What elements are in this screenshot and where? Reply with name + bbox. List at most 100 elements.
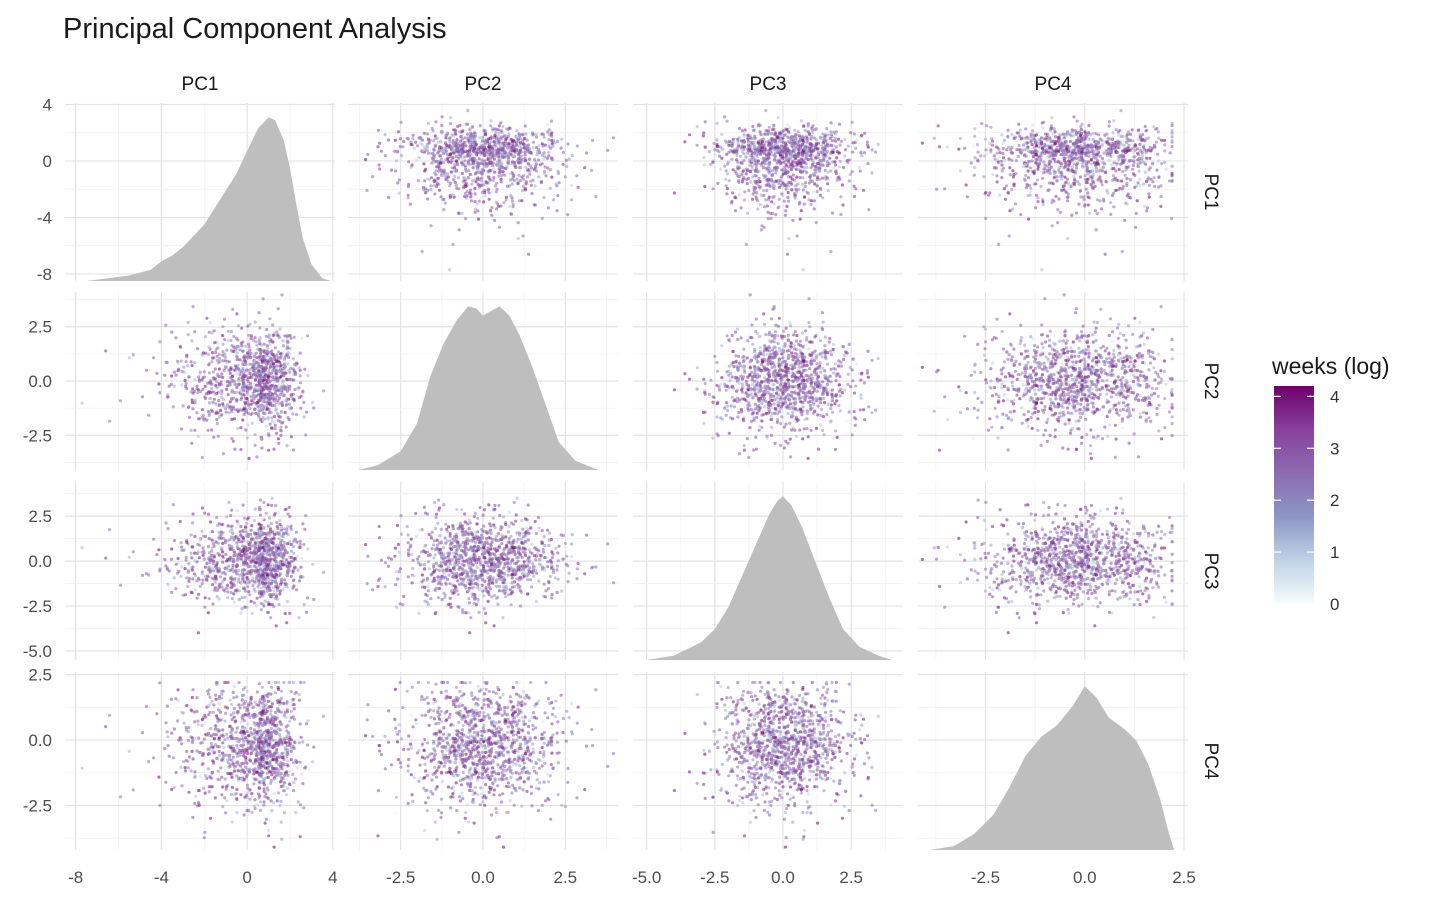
scatter-point: [1074, 166, 1079, 170]
scatter-point: [472, 143, 476, 147]
scatter-point: [734, 148, 738, 152]
scatter-point: [772, 180, 776, 184]
scatter-point: [826, 189, 830, 193]
scatter-point: [996, 160, 1000, 164]
scatter-point: [518, 144, 522, 148]
scatter-point: [241, 359, 245, 363]
scatter-point: [1000, 167, 1004, 171]
scatter-point: [754, 195, 758, 199]
scatter-point: [769, 362, 773, 366]
scatter-point: [487, 142, 491, 146]
scatter-point: [1036, 165, 1040, 169]
scatter-point: [785, 157, 789, 161]
scatter-point: [758, 203, 762, 207]
scatter-point: [1008, 166, 1012, 170]
scatter-point: [964, 183, 968, 187]
scatter-point: [461, 180, 465, 184]
scatter-point: [776, 417, 780, 422]
scatter-point: [764, 109, 768, 113]
scatter-point: [831, 410, 835, 414]
scatter-point: [832, 166, 836, 170]
scatter-point: [1091, 137, 1095, 141]
scatter-point: [867, 208, 871, 212]
scatter-point: [371, 175, 375, 179]
scatter-point: [1039, 136, 1044, 140]
scatter-point: [280, 403, 284, 407]
scatter-point: [199, 389, 203, 393]
scatter-point: [261, 398, 265, 402]
scatter-point: [1036, 158, 1040, 162]
scatter-point: [547, 150, 551, 154]
scatter-point: [747, 188, 751, 193]
scatter-point: [1143, 139, 1147, 143]
scatter-point: [1163, 143, 1167, 147]
scatter-point: [509, 212, 514, 216]
scatter-point: [523, 124, 527, 128]
scatter-point: [785, 252, 790, 256]
scatter-point: [759, 228, 764, 232]
scatter-point: [809, 157, 813, 161]
scatter-point: [814, 143, 819, 147]
scatter-point: [164, 360, 168, 364]
scatter-point: [744, 172, 748, 176]
scatter-point: [752, 140, 756, 144]
scatter-point: [870, 358, 874, 362]
scatter-point: [243, 359, 248, 364]
scatter-point: [426, 188, 430, 193]
scatter-point: [800, 150, 804, 154]
scatter-point: [426, 121, 430, 125]
scatter-point: [291, 412, 295, 416]
scatter-point: [428, 151, 432, 155]
scatter-point: [451, 139, 455, 143]
scatter-point: [425, 145, 429, 149]
scatter-point: [741, 169, 745, 173]
scatter-point: [1163, 149, 1167, 153]
scatter-point: [230, 417, 234, 421]
scatter-point: [1002, 187, 1007, 191]
scatter-point: [235, 372, 239, 376]
scatter-point: [786, 190, 790, 195]
scatter-point: [1031, 129, 1035, 133]
scatter-point: [298, 351, 302, 355]
scatter-point: [703, 184, 707, 189]
scatter-point: [1084, 187, 1088, 191]
scatter-point: [1131, 167, 1135, 171]
scatter-point: [767, 183, 771, 187]
scatter-point: [170, 374, 174, 378]
scatter-point: [1120, 152, 1124, 156]
scatter-point: [1056, 221, 1060, 225]
scatter-point: [236, 366, 240, 370]
scatter-point: [769, 433, 774, 437]
scatter-point: [221, 350, 225, 354]
scatter-point: [606, 148, 610, 152]
scatter-point: [1088, 175, 1092, 179]
scatter-point: [790, 188, 794, 192]
scatter-point: [792, 333, 796, 337]
scatter-point: [479, 196, 483, 200]
scatter-point: [470, 157, 474, 161]
scatter-point: [527, 151, 532, 155]
scatter-point: [1170, 171, 1174, 176]
scatter-point: [484, 133, 488, 137]
scatter-point: [757, 142, 761, 146]
scatter-point: [784, 326, 788, 330]
scatter-point: [463, 183, 467, 187]
scatter-point: [387, 195, 391, 199]
scatter-point: [829, 169, 833, 173]
scatter-point: [703, 120, 707, 124]
scatter-point: [755, 415, 759, 419]
scatter-point: [1057, 168, 1061, 172]
scatter-point: [859, 378, 863, 382]
scatter-point: [1062, 184, 1066, 188]
scatter-point: [808, 178, 812, 182]
scatter-point: [561, 150, 566, 155]
scatter-point: [1117, 140, 1121, 144]
scatter-point: [212, 435, 216, 439]
scatter-point: [215, 354, 219, 358]
scatter-point: [271, 323, 275, 327]
scatter-point: [283, 355, 287, 359]
scatter-point: [833, 139, 838, 143]
scatter-point: [779, 138, 783, 142]
scatter-point: [195, 384, 199, 388]
scatter-point: [253, 407, 257, 412]
